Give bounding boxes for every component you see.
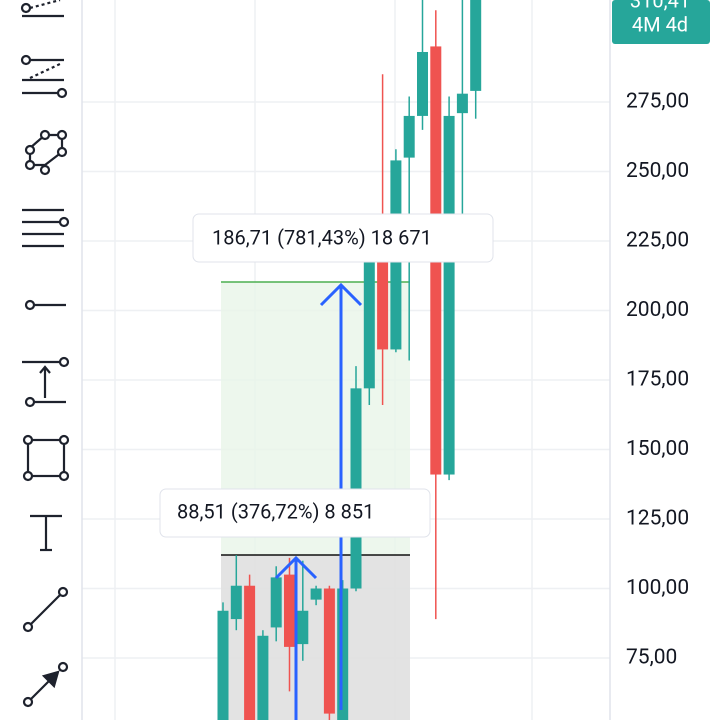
price-axis <box>610 0 720 720</box>
tool-range[interactable] <box>22 356 70 408</box>
candle-body <box>443 115 455 475</box>
candle-body <box>244 585 256 724</box>
candle-body <box>403 115 415 158</box>
tool-fib[interactable] <box>20 0 64 18</box>
price-tag-countdown: 4M 4d <box>632 12 688 36</box>
candle-body <box>284 574 295 647</box>
tool-parallel[interactable] <box>20 54 68 99</box>
y-tick-label: 250,00 <box>626 159 689 183</box>
candle-body <box>230 585 242 620</box>
annotation: 186,71 (781,43%) 18 671 <box>212 225 432 249</box>
annotation: 88,51 (376,72%) 8 851 <box>177 499 374 523</box>
tool-rectangle[interactable] <box>22 434 70 482</box>
y-tick-label: 75,00 <box>626 646 677 670</box>
candle-body <box>270 577 282 628</box>
candle-body <box>297 610 309 645</box>
candle-body <box>470 0 482 91</box>
tool-ray[interactable] <box>24 299 66 311</box>
tool-pitchfork[interactable] <box>22 208 70 248</box>
tool-text[interactable] <box>30 514 62 552</box>
annotation-box: 88,51 (376,72%) 8 851 <box>159 488 431 538</box>
y-tick-label: 225,00 <box>626 229 689 253</box>
y-tick-label: 175,00 <box>626 368 689 392</box>
y-tick-label: 275,00 <box>626 90 689 114</box>
price-tag-price: 310,41 <box>630 0 690 12</box>
candle-body <box>310 588 322 600</box>
y-tick-label: 100,00 <box>626 576 689 600</box>
y-axis: 75,00 100,00 125,00 150,00 175,00 200,00 225,0… <box>626 90 689 670</box>
candle-body <box>323 588 335 714</box>
tool-pattern[interactable] <box>24 129 68 176</box>
candle-body <box>350 388 362 589</box>
y-tick-label: 200,00 <box>626 298 689 322</box>
candle-body <box>363 243 375 389</box>
y-tick-label: 150,00 <box>626 437 689 461</box>
tool-trendline[interactable] <box>22 586 69 633</box>
candle-body <box>337 588 349 722</box>
candle-body <box>417 51 428 116</box>
annotation-box: 186,71 (781,43%) 18 671 <box>192 213 494 263</box>
price-tag[interactable]: 310,41 4M 4d <box>612 0 710 44</box>
candle-body <box>257 635 269 724</box>
tool-arrow[interactable] <box>22 661 69 708</box>
candle-body <box>217 610 229 724</box>
candle-body <box>456 93 468 114</box>
y-tick-label: 125,00 <box>626 507 689 531</box>
candle-body <box>377 243 389 350</box>
toolbar <box>0 0 82 720</box>
